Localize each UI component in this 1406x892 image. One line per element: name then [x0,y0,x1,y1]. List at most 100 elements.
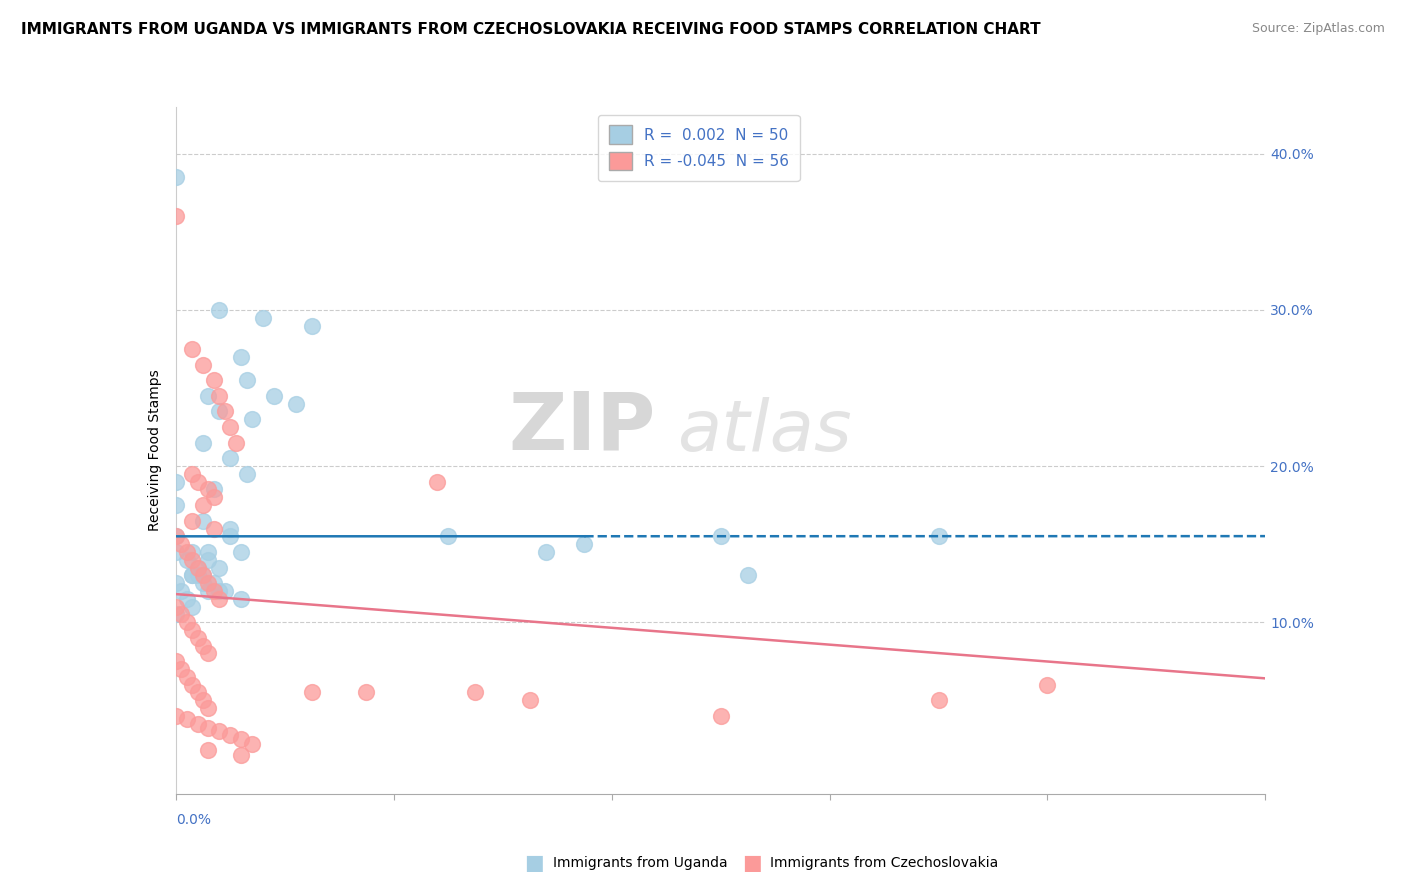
Text: Source: ZipAtlas.com: Source: ZipAtlas.com [1251,22,1385,36]
Point [191,435,214,450]
Point [170,583,193,598]
Point [231,545,253,559]
Point [165,607,187,622]
Point [191,514,214,528]
Text: Immigrants from Czechoslovakia: Immigrants from Czechoslovakia [770,856,998,871]
Text: atlas: atlas [678,397,852,467]
Point [165,475,187,489]
Text: IMMIGRANTS FROM UGANDA VS IMMIGRANTS FROM CZECHOSLOVAKIA RECEIVING FOOD STAMPS C: IMMIGRANTS FROM UGANDA VS IMMIGRANTS FRO… [21,22,1040,37]
Point [197,545,219,559]
Point [165,654,187,668]
Point [208,404,231,418]
Point [197,552,219,567]
Point [197,743,219,757]
Point [202,521,225,535]
Point [186,568,209,582]
Point [710,529,733,543]
Point [235,467,257,481]
Point [186,560,209,574]
Point [191,498,214,512]
Point [191,358,214,372]
Point [202,490,225,504]
Point [197,583,219,598]
Point [181,568,204,582]
Point [219,728,242,742]
Y-axis label: Receiving Food Stamps: Receiving Food Stamps [148,369,162,532]
Point [519,693,541,707]
Point [240,737,263,751]
Point [181,342,204,356]
Point [737,568,759,582]
Point [225,435,247,450]
Point [426,475,449,489]
Point [240,412,263,426]
Point [202,483,225,497]
Point [191,693,214,707]
Point [165,599,187,614]
Point [197,646,219,660]
Point [534,545,557,559]
Text: ■: ■ [742,854,762,873]
Point [231,747,253,762]
Point [197,483,219,497]
Point [186,716,209,731]
Point [219,529,242,543]
Point [252,310,274,325]
Point [202,583,225,598]
Point [165,576,187,591]
Point [208,389,231,403]
Point [186,631,209,645]
Point [202,576,225,591]
Point [263,389,285,403]
Point [181,467,204,481]
Point [208,560,231,574]
Point [231,732,253,747]
Point [176,615,198,630]
Point [165,170,187,185]
Point [176,712,198,726]
Point [176,591,198,606]
Point [165,529,187,543]
Point [165,498,187,512]
Point [208,724,231,739]
Point [191,639,214,653]
Point [202,373,225,387]
Point [191,576,214,591]
Point [181,599,204,614]
Point [231,350,253,364]
Point [928,529,950,543]
Point [165,708,187,723]
Point [219,451,242,466]
Point [301,685,323,699]
Point [186,475,209,489]
Point [181,514,204,528]
Point [208,591,231,606]
Point [197,576,219,591]
Point [170,607,193,622]
Point [165,529,187,543]
Point [219,521,242,535]
Point [181,568,204,582]
Text: ZIP: ZIP [508,388,655,466]
Text: 0.0%: 0.0% [176,814,211,827]
Point [176,552,198,567]
Point [181,552,204,567]
Point [186,685,209,699]
Point [181,623,204,637]
Point [356,685,378,699]
Point [181,545,204,559]
Point [186,560,209,574]
Point [191,568,214,582]
Point [301,318,323,333]
Point [710,708,733,723]
Point [208,583,231,598]
Point [191,568,214,582]
Point [208,302,231,317]
Point [197,721,219,735]
Point [181,678,204,692]
Point [219,420,242,434]
Point [231,591,253,606]
Point [165,545,187,559]
Point [176,545,198,559]
Point [574,537,596,551]
